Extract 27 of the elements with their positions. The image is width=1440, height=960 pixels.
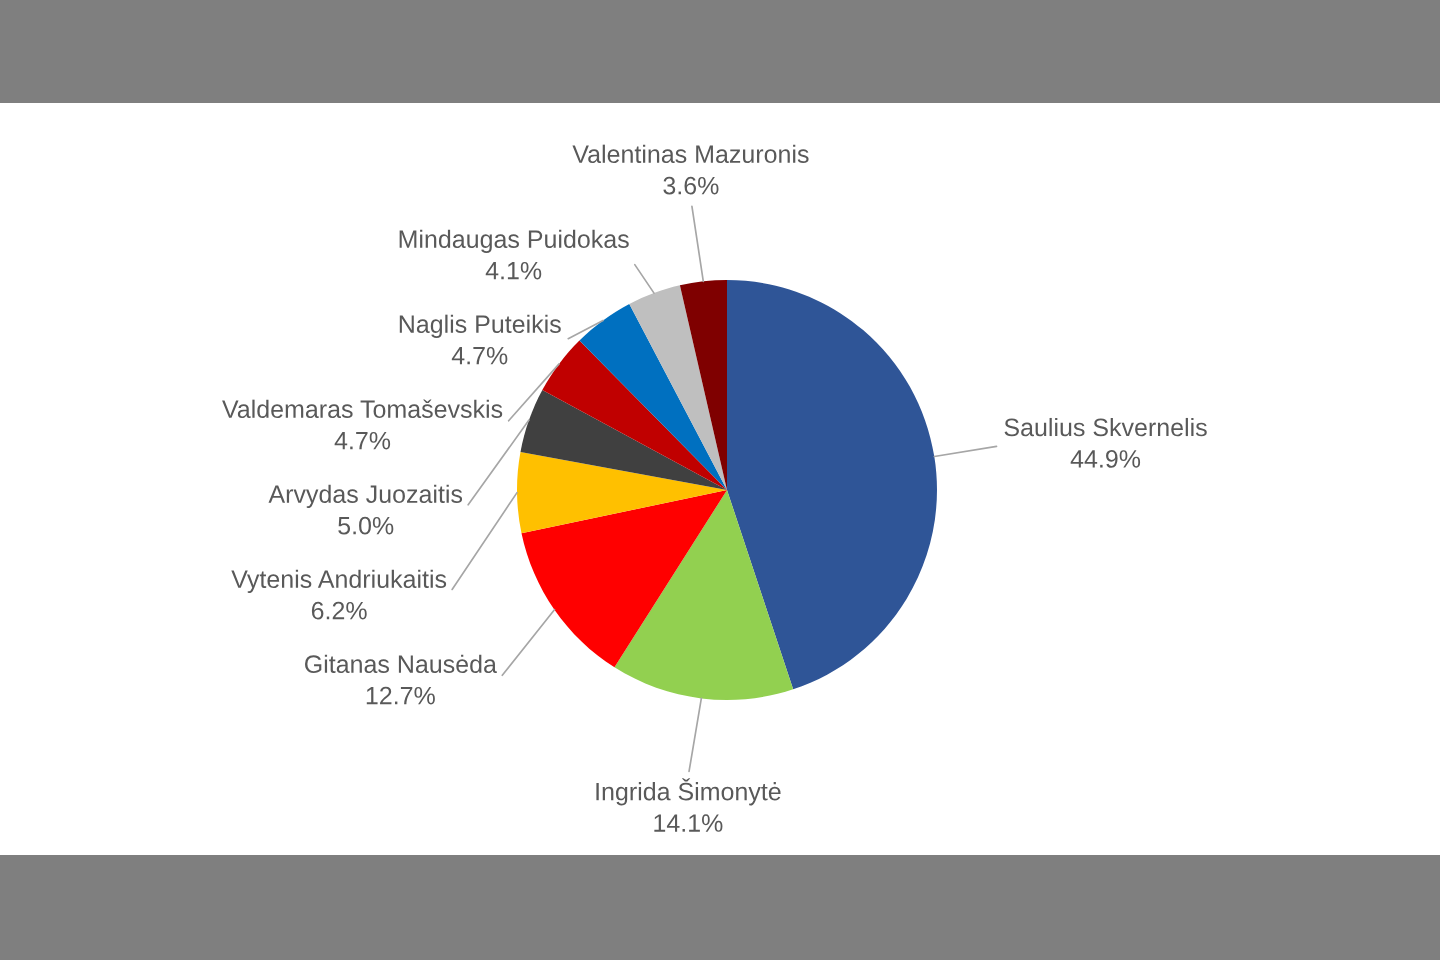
slice-label: Arvydas Juozaitis [268, 484, 463, 508]
data-label: 14.1% [654, 814, 723, 832]
slice-label: Mindaugas Puidokas [399, 229, 629, 253]
slice-label: Saulius Skvernelis [1004, 417, 1207, 437]
slice-label: Vytenis Andriukaitis [231, 569, 447, 593]
data-label: 4.7% [334, 431, 391, 450]
pie-slice [520, 389, 727, 490]
data-label: 44.9% [1070, 450, 1141, 468]
pie-slice [679, 280, 727, 490]
pie-slice [517, 451, 727, 534]
slice-label: Gitanas Nausėda [305, 654, 497, 674]
slice-label: Valdemaras Tomaševskis [222, 399, 503, 419]
data-label: 3.6% [663, 176, 719, 195]
data-label: 12.7% [366, 686, 435, 705]
pie-slice [629, 285, 727, 490]
slice-label: Ingrida Šimonytė [596, 778, 781, 806]
pie-slice [579, 304, 727, 490]
pie-slice [614, 490, 794, 700]
data-label: 4.7% [451, 346, 508, 365]
pie-slice [542, 340, 727, 490]
data-label: 5.0% [338, 516, 394, 535]
data-label: 6.2% [311, 601, 367, 620]
slice-label: Valentinas Mazuronis [572, 144, 809, 164]
data-label: 4.1% [485, 261, 542, 280]
pie-slice [521, 490, 727, 668]
slice-label: Naglis Puteikis [399, 314, 561, 338]
pie-slice [727, 280, 937, 690]
